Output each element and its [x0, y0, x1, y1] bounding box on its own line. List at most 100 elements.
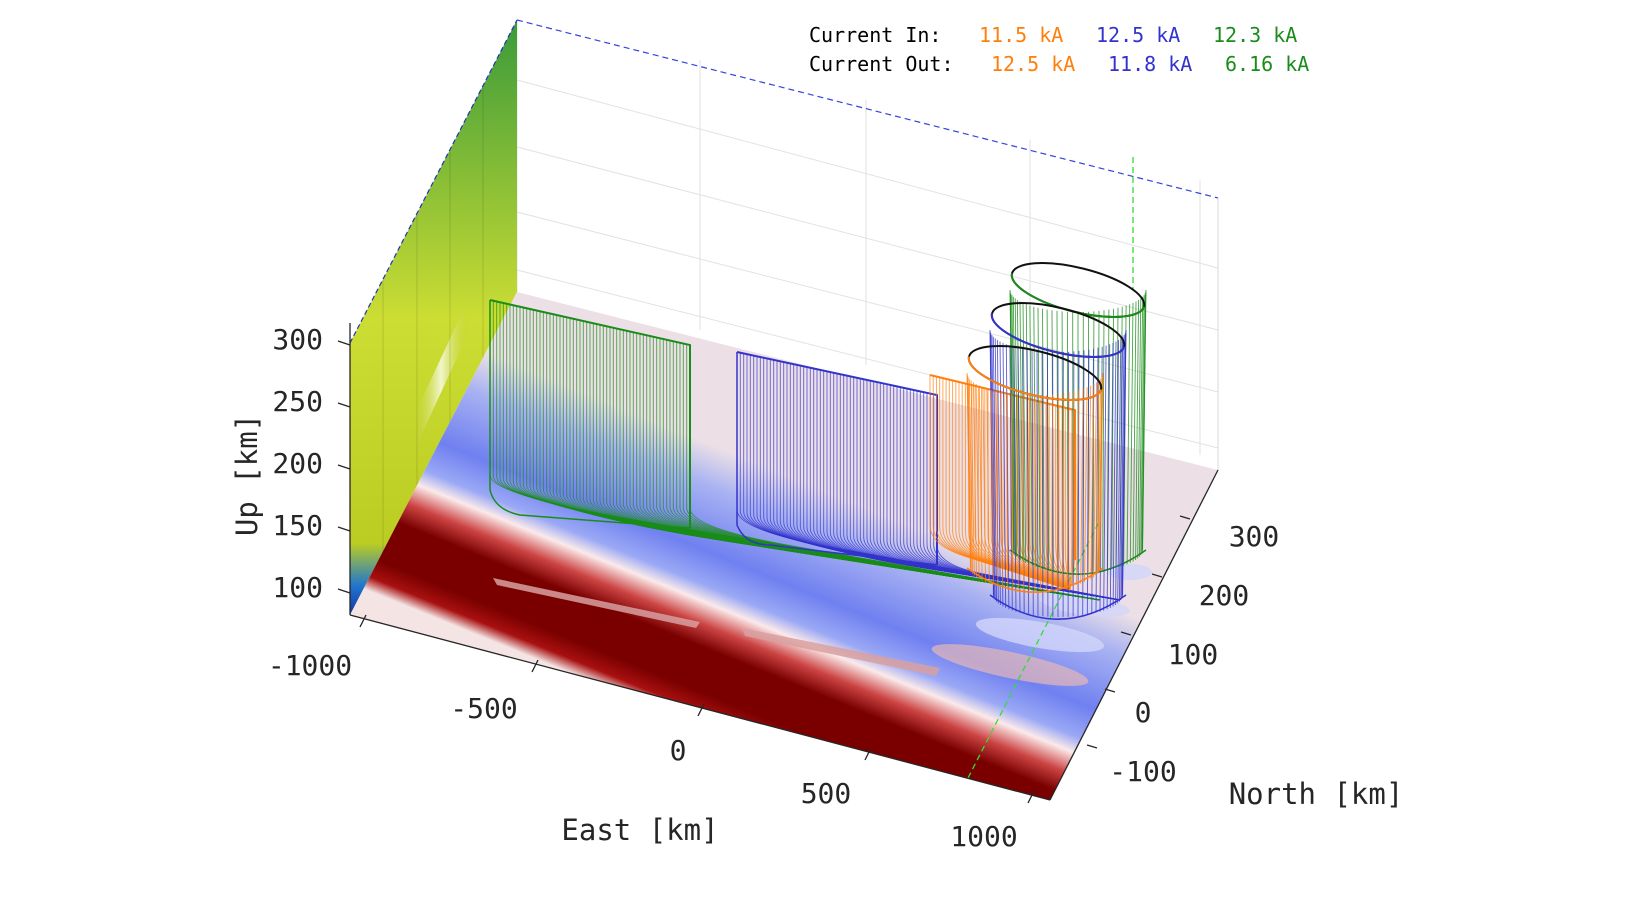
floor-spot-2 [975, 617, 1105, 653]
legend-in-orange: 11.5 kA [979, 23, 1063, 47]
back-grid-horizontal [516, 79, 1219, 269]
cylinder-line [967, 376, 972, 572]
up-tick [337, 526, 351, 532]
cylinder-line [1138, 296, 1144, 557]
cylinder-line [1120, 335, 1125, 601]
cylinder-line [1061, 392, 1065, 588]
wall-bright-band [412, 296, 470, 455]
cylinder-bottom [989, 594, 1127, 620]
cylinder-line [1045, 394, 1048, 590]
north-tick [1179, 515, 1191, 520]
cylinder-front-rim [967, 356, 1102, 401]
north-axis-label: North [km] [1229, 777, 1404, 811]
up-tick-label: 300 [272, 323, 323, 356]
cylinder-line [1011, 393, 1014, 589]
cylinder-line [1076, 389, 1080, 585]
wall-colormap [350, 20, 517, 615]
cylinder-line [1126, 304, 1131, 565]
up-tick [337, 402, 351, 408]
cylinder-line [1137, 298, 1142, 559]
cylinder-line [970, 380, 975, 576]
cylinder-line [966, 374, 972, 570]
north-tick-label: 200 [1199, 579, 1250, 612]
north-axis-line [1049, 469, 1219, 801]
legend-out-blue: 11.8 kA [1108, 52, 1192, 76]
cylinder-line [1109, 342, 1114, 608]
cylinder-line [1016, 394, 1019, 590]
legend-in-blue: 12.5 kA [1096, 23, 1180, 47]
cylinder-line [1066, 392, 1070, 588]
cylinder-line [1141, 293, 1146, 554]
cylinder-line [1011, 295, 1016, 556]
cylinder-line [1099, 372, 1104, 569]
field-line [1055, 405, 1071, 591]
field-lines [489, 262, 1147, 620]
cylinder-line [1142, 289, 1147, 551]
east-tick [864, 747, 872, 761]
cylinder-line [1132, 301, 1137, 562]
cylinder-bottom [966, 567, 1104, 593]
green-sheet-edge [489, 299, 691, 528]
cylinder-line [1140, 295, 1145, 556]
north-tick-label: 100 [1168, 638, 1219, 671]
cylinder-line [1112, 341, 1117, 607]
back-grid-horizontal [516, 211, 1219, 393]
up-tick-label: 100 [272, 571, 323, 604]
cylinder-line [1087, 385, 1092, 581]
cylinder-line [1122, 329, 1127, 596]
up-tick [337, 464, 351, 470]
east-tick [1027, 790, 1035, 804]
field-line [1058, 406, 1071, 591]
up-tick-label: 150 [272, 509, 323, 542]
legend-out-label: Current Out: [809, 52, 954, 76]
cylinder-line [1005, 392, 1009, 588]
cylinder-line [1129, 302, 1134, 563]
cylinder-line [1012, 296, 1018, 557]
legend-in-label: Current In: [809, 23, 941, 47]
blue-sheet-edge [736, 351, 938, 565]
legend-out-orange: 12.5 kA [991, 52, 1075, 76]
cylinder-front-rim [990, 313, 1125, 358]
cylinder-line [1098, 376, 1103, 572]
cylinder-line [1118, 336, 1124, 602]
cylinder-line [978, 385, 983, 581]
cylinder-line [1106, 344, 1111, 610]
legend-out-green: 6.16 kA [1225, 52, 1309, 76]
cylinder-line [1135, 299, 1140, 561]
north-tick [1086, 744, 1098, 749]
field-line [1064, 407, 1071, 591]
cylinder-line [995, 390, 999, 587]
cylinder-line [1093, 382, 1098, 578]
cylinder-line [1071, 390, 1075, 587]
cylinder-line [1000, 392, 1004, 588]
legend: Current In: 11.5 kA 12.5 kA 12.3 kA Curr… [809, 23, 1309, 76]
cylinder-line [1022, 394, 1025, 590]
green-field-lines [489, 299, 1101, 601]
cylinder-line [1002, 342, 1007, 608]
east-tick [697, 703, 705, 717]
floor-spot-4 [1108, 564, 1152, 580]
up-axis-label: Up [km] [230, 414, 264, 536]
cylinder-line [1117, 338, 1122, 604]
north-tick [1151, 573, 1163, 578]
east-tick [359, 614, 367, 628]
cylinder-line [991, 335, 996, 601]
cylinder-line [1082, 350, 1085, 616]
cylinder-line [1046, 351, 1049, 617]
cylinder-line [1086, 349, 1090, 615]
east-tick-label: 0 [670, 734, 687, 767]
cylinder-line [986, 388, 990, 584]
cylinder-line [1102, 310, 1105, 571]
cylinder-line [1019, 301, 1024, 562]
field-line [1010, 394, 1071, 591]
cylinder-line [968, 378, 974, 574]
cylinder-front-rim [1010, 273, 1145, 318]
cylinder-line [1080, 388, 1084, 584]
field-line [1048, 403, 1071, 591]
cylinder-line [990, 389, 994, 585]
cylinder-line [1103, 345, 1107, 611]
field-line [1069, 409, 1073, 591]
side-wall-colormap [349, 19, 518, 615]
east-axis-line [349, 614, 1051, 801]
